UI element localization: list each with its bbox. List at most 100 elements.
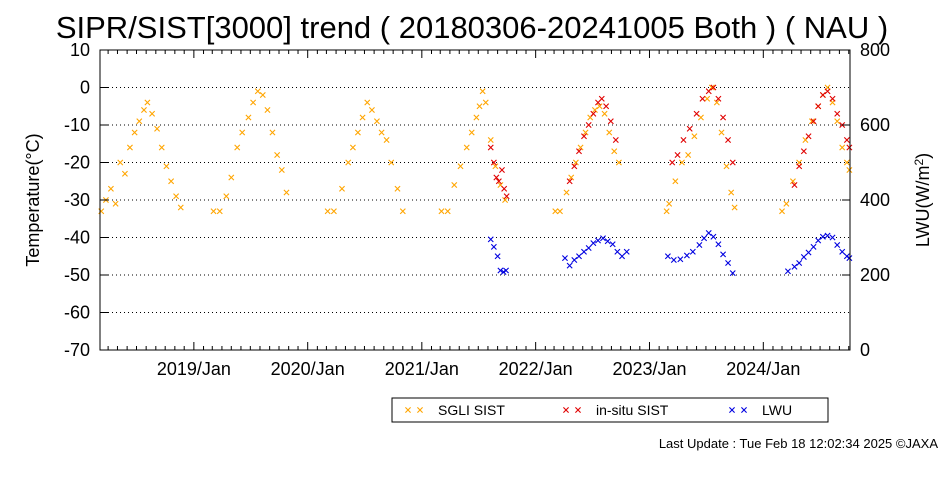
data-point: [501, 185, 508, 192]
data-point: [805, 133, 812, 140]
data-point: [614, 248, 621, 255]
data-point: [819, 92, 826, 98]
data-point: [603, 103, 610, 110]
data-point: [576, 148, 582, 155]
data-point: [571, 257, 578, 263]
data-point: [834, 242, 841, 248]
data-point: [364, 99, 371, 106]
y-tick-label: -50: [64, 265, 90, 285]
data-point: [98, 208, 105, 215]
data-point: [254, 88, 261, 95]
y2-tick-label: 800: [860, 40, 890, 60]
data-point: [678, 159, 685, 166]
data-point: [834, 118, 841, 125]
data-point: [479, 88, 486, 95]
data-point: [468, 129, 475, 136]
data-point: [444, 208, 451, 215]
data-point: [349, 144, 356, 151]
data-point: [601, 110, 608, 117]
data-point: [596, 103, 603, 110]
data-point: [274, 152, 281, 158]
data-point: [598, 95, 605, 102]
data-point: [324, 208, 331, 215]
legend-marker: [417, 407, 423, 413]
data-point: [846, 144, 853, 151]
data-point: [609, 241, 616, 248]
data-point: [494, 253, 501, 260]
data-point: [585, 245, 592, 251]
data-point: [839, 144, 846, 151]
y-tick-label: -60: [64, 303, 90, 323]
data-point: [278, 167, 285, 173]
data-point: [563, 189, 570, 196]
data-point: [590, 110, 597, 117]
data-point: [664, 253, 671, 260]
x-tick-label: 2024/Jan: [726, 359, 800, 379]
y2-axis-label-main: LWU(W/m: [913, 166, 933, 248]
data-point: [720, 114, 727, 121]
data-point: [612, 137, 619, 143]
data-point: [674, 152, 681, 158]
data-point: [723, 163, 730, 170]
y-tick-label: 10: [70, 40, 90, 60]
data-point: [585, 122, 592, 128]
data-point: [388, 159, 395, 166]
data-point: [789, 178, 796, 185]
y-axis-left: 10 0 -10 -20 -30 -40 -50 -60 -70: [64, 40, 108, 360]
data-point: [498, 167, 505, 173]
data-point: [582, 129, 589, 136]
data-point: [715, 95, 722, 102]
data-point: [710, 84, 717, 91]
data-point: [136, 118, 143, 125]
x-tick-label: 2021/Jan: [385, 359, 459, 379]
data-point: [552, 208, 559, 215]
data-point: [796, 260, 803, 266]
y-axis-right: 800 600 400 200 0: [842, 40, 890, 360]
data-point: [126, 144, 133, 151]
data-point: [451, 182, 458, 188]
data-point: [493, 174, 500, 181]
data-point: [566, 262, 573, 269]
data-point: [666, 200, 673, 207]
grid-lines: [100, 87, 850, 313]
data-point: [556, 208, 563, 215]
data-point: [683, 252, 690, 259]
data-point: [846, 255, 853, 262]
data-point: [149, 110, 156, 117]
y-tick-label: 0: [80, 78, 90, 98]
data-point: [399, 208, 406, 215]
data-point: [843, 159, 850, 166]
data-point: [154, 125, 161, 132]
x-tick-label: 2023/Jan: [612, 359, 686, 379]
data-point: [590, 240, 597, 247]
data-point: [503, 193, 510, 200]
data-point: [623, 248, 630, 255]
series-sgli-sist: [98, 84, 853, 215]
data-point: [815, 237, 822, 244]
data-point: [581, 248, 587, 255]
data-point: [163, 163, 170, 170]
data-point: [117, 159, 124, 166]
data-point: [800, 254, 807, 260]
data-point: [345, 159, 352, 166]
data-point: [591, 107, 598, 113]
data-point: [672, 178, 679, 185]
data-point: [359, 114, 366, 121]
data-point: [577, 144, 584, 151]
legend-marker: [729, 407, 735, 413]
data-point: [731, 204, 738, 211]
data-point: [495, 178, 502, 185]
data-point: [619, 253, 626, 260]
data-point: [457, 163, 464, 170]
data-point: [394, 185, 401, 192]
plot-markers: [98, 84, 853, 277]
data-point: [779, 208, 786, 215]
data-point: [131, 129, 138, 136]
data-point: [576, 253, 582, 260]
data-point: [158, 144, 165, 151]
data-point: [173, 193, 180, 200]
data-point: [140, 107, 147, 113]
data-point: [383, 137, 390, 143]
data-point: [663, 208, 670, 215]
